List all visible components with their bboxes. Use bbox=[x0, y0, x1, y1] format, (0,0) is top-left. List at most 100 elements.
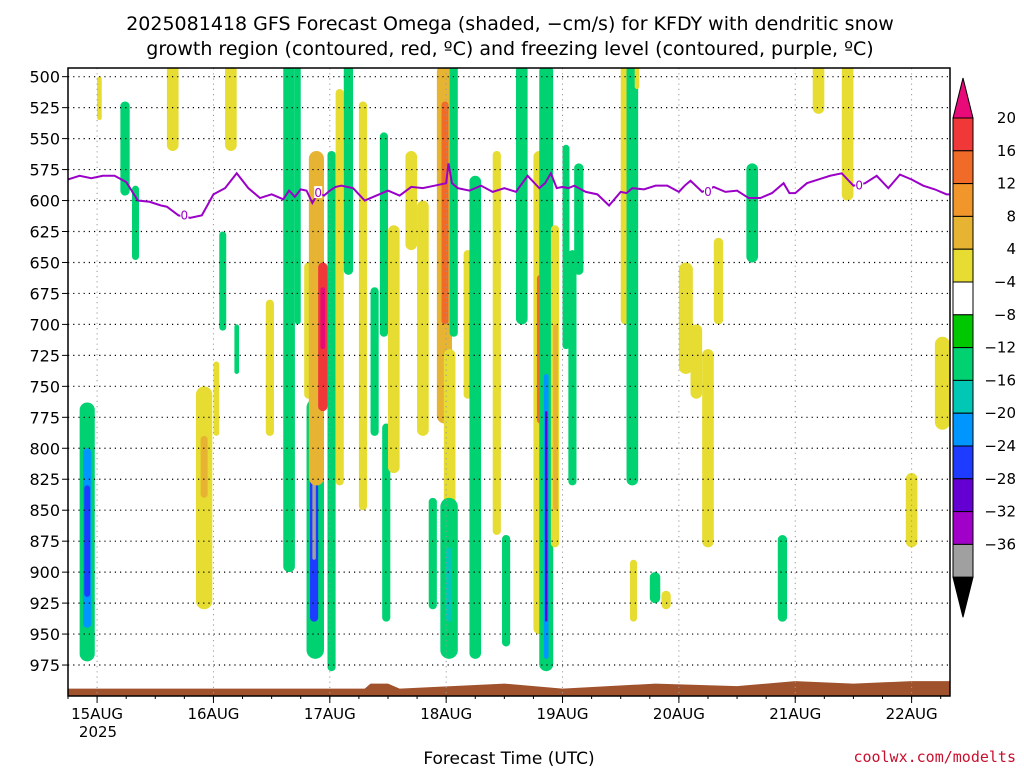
omega-region-25 bbox=[343, 68, 354, 275]
x-year-label: 2025 bbox=[79, 723, 117, 741]
omega-region-37 bbox=[443, 349, 456, 548]
freezing-level-label-2: 0 bbox=[704, 185, 712, 199]
omega-region-47 bbox=[539, 68, 554, 672]
colorbar-label-4: 4 bbox=[1006, 240, 1016, 258]
xtick-label-3: 18AUG bbox=[420, 705, 472, 723]
omega-region-64 bbox=[713, 237, 724, 325]
colorbar-top-arrow bbox=[952, 77, 974, 119]
omega-region-52 bbox=[562, 144, 570, 350]
terrain-surface bbox=[68, 681, 950, 696]
ytick-label-2: 550 bbox=[29, 130, 60, 149]
omega-region-9 bbox=[213, 361, 220, 436]
colorbar-label-9: −20 bbox=[984, 404, 1016, 422]
colorbar-label-13: −36 bbox=[984, 535, 1016, 553]
ytick-label-7: 675 bbox=[29, 284, 60, 303]
colorbar-box-10 bbox=[952, 445, 974, 480]
omega-region-42 bbox=[492, 150, 501, 535]
ytick-label-0: 500 bbox=[29, 68, 60, 87]
colorbar-label-5: −4 bbox=[994, 273, 1016, 291]
colorbar-label-8: −16 bbox=[984, 371, 1016, 389]
xtick-label-2: 17AUG bbox=[304, 705, 356, 723]
ytick-label-14: 850 bbox=[29, 501, 60, 520]
freezing-label-bg-2 bbox=[703, 184, 712, 197]
ytick-label-17: 925 bbox=[29, 594, 60, 613]
omega-region-36 bbox=[449, 68, 458, 337]
colorbar-label-7: −12 bbox=[984, 339, 1016, 357]
ytick-label-18: 950 bbox=[29, 625, 60, 644]
colorbar-box-12 bbox=[952, 511, 974, 545]
omega-region-12 bbox=[234, 324, 240, 374]
omega-region-39 bbox=[446, 547, 452, 622]
omega-region-11 bbox=[225, 68, 237, 151]
omega-region-33 bbox=[428, 497, 437, 610]
colorbar-label-6: −8 bbox=[994, 306, 1016, 324]
plot-frame bbox=[67, 67, 951, 697]
ytick-label-13: 825 bbox=[29, 470, 60, 489]
omega-region-23 bbox=[327, 150, 336, 672]
omega-region-60 bbox=[661, 590, 671, 610]
ytick-label-15: 875 bbox=[29, 532, 60, 551]
omega-region-58 bbox=[630, 559, 637, 622]
omega-region-44 bbox=[515, 68, 528, 325]
ytick-label-8: 700 bbox=[29, 315, 60, 334]
omega-region-27 bbox=[370, 287, 379, 436]
freezing-level-label-3: 0 bbox=[855, 179, 863, 193]
omega-region-10 bbox=[219, 231, 227, 331]
omega-region-56 bbox=[626, 68, 639, 486]
omega-region-22 bbox=[320, 287, 326, 350]
chart-title-line-2: growth region (contoured, red, ºC) and f… bbox=[146, 38, 873, 60]
omega-region-51 bbox=[553, 324, 558, 511]
freezing-level-line bbox=[68, 163, 950, 219]
freezing-label-bg-1 bbox=[314, 186, 323, 199]
ytick-label-19: 975 bbox=[29, 656, 60, 675]
ytick-label-9: 725 bbox=[29, 346, 60, 365]
omega-region-54 bbox=[574, 163, 584, 275]
omega-region-26 bbox=[358, 101, 368, 511]
omega-region-67 bbox=[812, 68, 825, 114]
colorbar-box-8 bbox=[952, 379, 974, 414]
ytick-label-16: 900 bbox=[29, 563, 60, 582]
omega-region-29 bbox=[382, 423, 391, 622]
omega-region-2 bbox=[84, 485, 91, 597]
xtick-label-5: 20AUG bbox=[653, 705, 705, 723]
colorbar-box-5 bbox=[952, 281, 974, 316]
colorbar-label-3: 8 bbox=[1006, 207, 1016, 225]
colorbar-box-9 bbox=[952, 412, 974, 447]
xtick-label-6: 21AUG bbox=[769, 705, 821, 723]
omega-region-8 bbox=[200, 435, 208, 498]
ytick-label-4: 600 bbox=[29, 192, 60, 211]
colorbar-label-0: 20 bbox=[997, 109, 1016, 127]
omega-region-5 bbox=[131, 185, 139, 260]
colorbar-label-12: −32 bbox=[984, 503, 1016, 521]
colorbar-box-4 bbox=[952, 248, 974, 283]
omega-region-70 bbox=[934, 336, 950, 430]
colorbar-box-2 bbox=[952, 183, 974, 217]
omega-region-61 bbox=[678, 262, 693, 374]
omega-region-30 bbox=[387, 225, 400, 474]
colorbar-box-7 bbox=[952, 347, 974, 381]
ytick-label-12: 800 bbox=[29, 439, 60, 458]
omega-region-15 bbox=[294, 68, 301, 325]
omega-region-14 bbox=[283, 68, 295, 573]
xtick-label-1: 16AUG bbox=[187, 705, 239, 723]
ytick-label-10: 750 bbox=[29, 377, 60, 396]
ytick-label-6: 650 bbox=[29, 253, 60, 272]
omega-region-24 bbox=[335, 89, 344, 486]
omega-region-53 bbox=[568, 250, 577, 486]
freezing-level-label-0: 0 bbox=[181, 208, 189, 222]
omega-region-41 bbox=[469, 175, 482, 659]
omega-region-32 bbox=[417, 200, 429, 436]
omega-region-68 bbox=[841, 68, 854, 201]
freezing-label-bg-0 bbox=[180, 208, 189, 221]
omega-region-7 bbox=[195, 386, 213, 610]
colorbar-label-1: 16 bbox=[997, 142, 1016, 160]
colorbar-box-0 bbox=[952, 117, 974, 152]
omega-region-59 bbox=[649, 572, 661, 604]
colorbar-label-10: −24 bbox=[984, 437, 1016, 455]
chart-title-line-1: 2025081418 GFS Forecast Omega (shaded, −… bbox=[126, 13, 894, 35]
colorbar-bottom-arrow bbox=[952, 576, 974, 618]
colorbar-label-2: 12 bbox=[997, 175, 1016, 193]
ytick-label-11: 775 bbox=[29, 408, 60, 427]
omega-region-13 bbox=[265, 299, 274, 436]
freezing-label-bg-3 bbox=[855, 178, 864, 191]
